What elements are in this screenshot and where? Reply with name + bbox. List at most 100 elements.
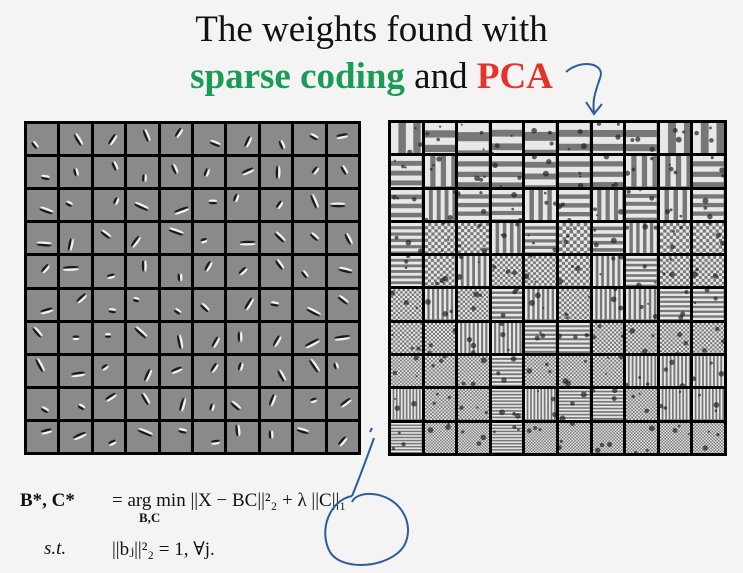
sparse-filter-tile: [93, 190, 125, 221]
pca-filter-tile: [491, 289, 523, 320]
sparse-filter-tile: [27, 223, 58, 254]
pca-filter-tile: [458, 289, 489, 320]
pca-filter-tile: [391, 123, 422, 154]
pca-filter-tile: [626, 222, 657, 254]
pca-filter-tile: [458, 156, 489, 187]
pca-filter-tile: [458, 422, 489, 453]
and-label: and: [404, 56, 477, 97]
pca-filter-tile: [592, 189, 624, 220]
sparse-filter-tile: [227, 355, 258, 386]
sparse-filter-tile: [160, 289, 191, 320]
sparse-filter-tile: [127, 190, 158, 221]
sparse-filter-tile: [260, 355, 292, 386]
pca-filter-tile: [693, 256, 724, 287]
pca-filter-tile: [659, 422, 691, 453]
sparse-filter-tile: [227, 256, 258, 287]
sparse-filter-tile: [93, 322, 125, 353]
pca-filter-tile: [559, 322, 590, 354]
pca-filter-tile: [491, 322, 523, 354]
pca-filter-tile: [659, 356, 691, 387]
sparse-filter-tile: [227, 421, 258, 452]
sparse-filter-tile: [27, 388, 58, 419]
sparse-filter-tile: [227, 289, 258, 320]
formula-argmin-subscript: B,C: [139, 510, 161, 525]
pca-filter-tile: [626, 123, 657, 154]
sparse-filter-tile: [294, 157, 325, 188]
sparse-filter-tile: [294, 190, 325, 221]
pca-filter-tile: [424, 389, 456, 420]
sparse-filter-tile: [327, 124, 358, 155]
pca-filter-tile: [659, 256, 691, 287]
pca-filter-tile: [693, 189, 724, 220]
sparse-filter-tile: [160, 256, 191, 287]
sparse-filter-tile: [327, 190, 358, 221]
pca-filter-tile: [424, 322, 456, 354]
pca-filter-tile: [592, 289, 624, 320]
pca-filter-tile: [424, 289, 456, 320]
sparse-filter-tile: [127, 157, 158, 188]
sparse-filter-tile: [160, 124, 191, 155]
pca-filter-tile: [659, 156, 691, 187]
sparse-coding-weights-grid: [24, 121, 361, 455]
pca-filter-tile: [491, 123, 523, 154]
pca-filter-tile: [491, 356, 523, 387]
pca-filter-tile: [424, 189, 456, 220]
pca-filter-tile: [626, 256, 657, 287]
sparse-filter-tile: [127, 256, 158, 287]
pca-filter-tile: [626, 156, 657, 187]
sparse-filter-tile: [127, 289, 158, 320]
sparse-filter-tile: [193, 355, 225, 386]
sparse-filter-tile: [93, 157, 125, 188]
pca-filter-tile: [559, 422, 590, 453]
pca-filter-tile: [525, 389, 556, 420]
sparse-filter-tile: [260, 256, 292, 287]
sparse-filter-tile: [260, 322, 292, 353]
pca-filter-tile: [424, 422, 456, 453]
pca-filter-tile: [659, 389, 691, 420]
sparse-filter-tile: [127, 421, 158, 452]
pca-filter-tile: [626, 389, 657, 420]
sparse-filter-tile: [294, 124, 325, 155]
sparse-filter-tile: [27, 124, 58, 155]
sparse-filter-tile: [260, 157, 292, 188]
sparse-filter-tile: [127, 124, 158, 155]
sparse-filter-tile: [27, 322, 58, 353]
pca-filter-tile: [525, 256, 556, 287]
pca-filter-tile: [458, 322, 489, 354]
sparse-filter-tile: [27, 289, 58, 320]
pca-filter-tile: [693, 322, 724, 354]
pca-weights-grid: [388, 120, 727, 456]
pca-filter-tile: [458, 123, 489, 154]
sparse-filter-tile: [193, 223, 225, 254]
pca-filter-tile: [424, 156, 456, 187]
sparse-filter-tile: [160, 190, 191, 221]
sparse-filter-tile: [60, 322, 91, 353]
sparse-filter-tile: [193, 289, 225, 320]
sparse-filter-tile: [160, 355, 191, 386]
sparse-filter-tile: [227, 190, 258, 221]
pca-filter-tile: [592, 322, 624, 354]
sparse-filter-tile: [193, 421, 225, 452]
pca-filter-tile: [391, 222, 422, 254]
sparse-filter-tile: [127, 355, 158, 386]
pca-filter-tile: [559, 289, 590, 320]
sparse-filter-tile: [93, 124, 125, 155]
pca-filter-tile: [559, 123, 590, 154]
sparse-filter-tile: [127, 322, 158, 353]
sparse-filter-tile: [93, 388, 125, 419]
sparse-filter-tile: [93, 421, 125, 452]
pca-filter-tile: [391, 422, 422, 453]
pca-filter-tile: [525, 156, 556, 187]
sparse-filter-tile: [193, 256, 225, 287]
pca-filter-tile: [491, 156, 523, 187]
sparse-filter-tile: [93, 256, 125, 287]
sparse-filter-tile: [294, 388, 325, 419]
pca-filter-tile: [491, 256, 523, 287]
pca-filter-tile: [391, 156, 422, 187]
pca-filter-tile: [424, 356, 456, 387]
constraint-expression: ||bⱼ||²₂ = 1, ∀j.: [112, 539, 215, 560]
sparse-filter-tile: [27, 157, 58, 188]
pca-filter-tile: [592, 422, 624, 453]
pca-filter-tile: [391, 389, 422, 420]
sparse-filter-tile: [27, 190, 58, 221]
